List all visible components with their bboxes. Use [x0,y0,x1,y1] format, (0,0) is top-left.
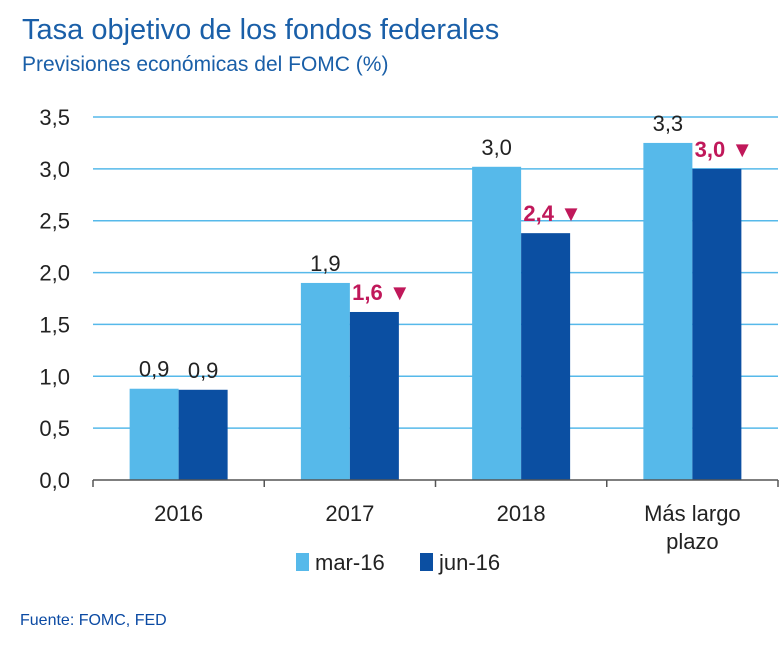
y-tick-label: 0,0 [39,468,70,493]
bar-mar-16-2018 [472,166,522,481]
data-label: 0,9 [139,357,170,382]
bar-mar-16-más-largo-plazo [643,142,693,480]
bar-jun-16-2017 [349,311,399,480]
x-tick-label-line: Más largo [644,501,741,526]
x-axis-ticks: 2016 2017 2018 Más largo plazo [154,501,741,554]
x-tick-label: 2018 [497,501,546,526]
x-tick-label: Más largo plazo [644,501,741,554]
y-tick-label: 1,5 [39,312,70,337]
y-axis-ticks: 0,0 0,5 1,0 1,5 2,0 2,5 3,0 3,5 [39,105,70,493]
data-label: 3,3 [653,111,684,136]
y-tick-label: 0,5 [39,416,70,441]
y-tick-label: 1,0 [39,364,70,389]
legend: mar-16 jun-16 [296,550,500,575]
data-label: 3,0 [481,135,512,160]
x-tick-label: 2016 [154,501,203,526]
x-tick-label-line: 2018 [497,501,546,526]
bar-mar-16-2016 [129,388,179,480]
legend-label: jun-16 [438,550,500,575]
x-tick-label-line: 2017 [325,501,374,526]
bar-mar-16-2017 [300,282,350,480]
x-tick-label-line: 2016 [154,501,203,526]
chart-title: Tasa objetivo de los fondos federales [22,14,500,46]
legend-swatch-mar-16 [296,553,309,571]
bar-jun-16-2016 [178,389,228,480]
x-axis [92,479,779,487]
y-tick-label: 2,5 [39,209,70,234]
data-label: 1,9 [310,251,341,276]
data-label: 1,6 ▼ [352,280,410,305]
bar-jun-16-más-largo-plazo [692,168,742,480]
data-label: 3,0 ▼ [695,137,753,162]
x-tick-label: 2017 [325,501,374,526]
data-label: 0,9 [188,358,219,383]
source-note: Fuente: FOMC, FED [20,612,167,629]
legend-swatch-jun-16 [420,553,433,571]
y-tick-label: 3,5 [39,105,70,130]
data-label: 2,4 ▼ [523,201,581,226]
x-tick-label-line: plazo [666,529,719,554]
bar-jun-16-2018 [521,233,571,480]
y-tick-label: 3,0 [39,157,70,182]
chart-subtitle: Previsiones económicas del FOMC (%) [22,53,389,76]
legend-label: mar-16 [315,550,385,575]
bars [129,142,742,481]
value-labels: 0,9 1,9 3,0 3,3 0,9 1,6 ▼ 2,4 ▼ 3,0 ▼ [139,111,753,383]
y-tick-label: 2,0 [39,261,70,286]
